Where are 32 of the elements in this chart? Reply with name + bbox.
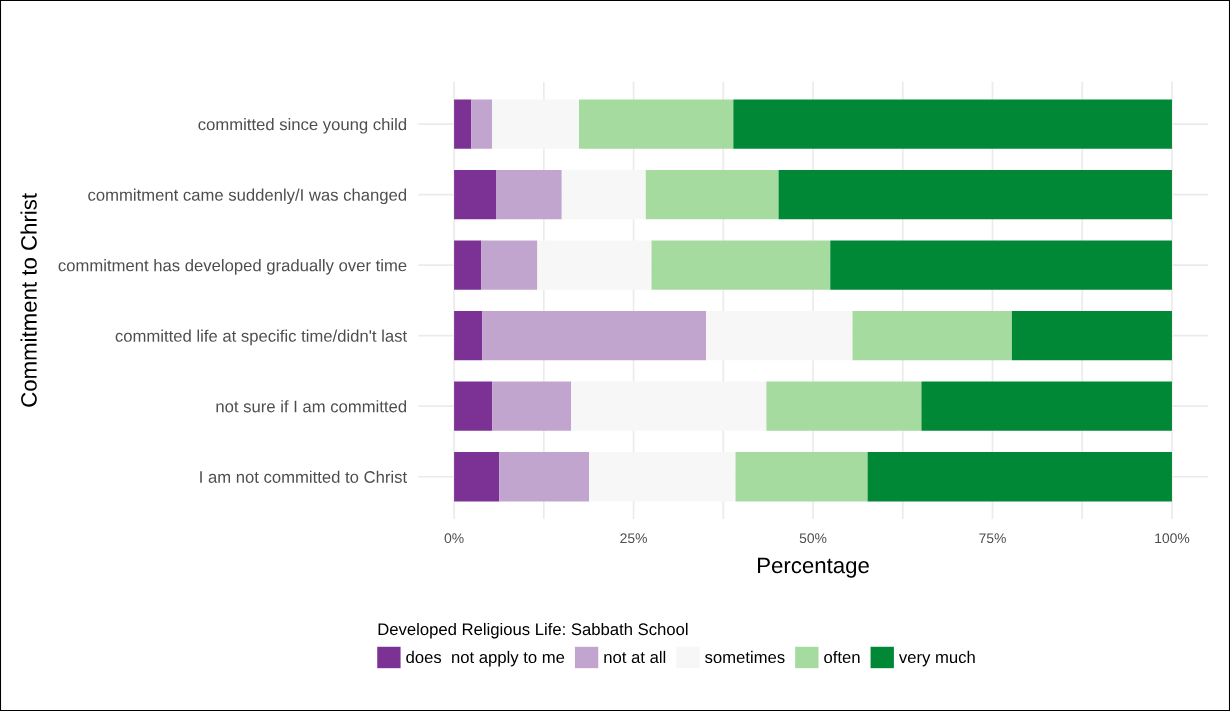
y-tick-label: committed since young child bbox=[198, 118, 407, 134]
x-tick-label: 25% bbox=[620, 533, 647, 544]
legend-label: often bbox=[824, 650, 860, 664]
bar bbox=[454, 240, 482, 290]
bar bbox=[454, 310, 483, 361]
legend-label: does not apply to me bbox=[406, 650, 565, 667]
y-tick-label: not sure if I am committed bbox=[216, 400, 407, 413]
legend-label: sometimes bbox=[705, 650, 785, 664]
y-tick-label: committed life at specific time/didn't last bbox=[115, 329, 407, 346]
x-axis-title: Percentage bbox=[758, 557, 869, 578]
bar bbox=[454, 169, 497, 220]
x-tick-label: 75% bbox=[979, 533, 1006, 544]
y-tick-label: I am not committed to Christ bbox=[200, 470, 407, 483]
bar bbox=[454, 99, 472, 149]
bar bbox=[1011, 310, 1172, 361]
x-tick-label: 50% bbox=[799, 533, 827, 544]
legend-label: very much bbox=[898, 650, 975, 667]
legend-label: not at all bbox=[604, 650, 666, 664]
legend-title: Developed Religious Life: Sabbath School bbox=[378, 622, 688, 639]
bar bbox=[830, 240, 1172, 290]
bar bbox=[867, 452, 1172, 502]
x-tick-label: 100% bbox=[1155, 533, 1190, 544]
y-tick-label: commitment came suddenly/I was changed bbox=[88, 188, 407, 205]
y-tick-label: commitment has developed gradually over time bbox=[58, 259, 407, 275]
bar bbox=[454, 452, 500, 502]
x-tick-label: 0% bbox=[444, 533, 464, 544]
bar bbox=[778, 169, 1172, 220]
bar bbox=[733, 99, 1172, 149]
bar bbox=[921, 381, 1172, 431]
bar bbox=[471, 99, 493, 149]
bar bbox=[454, 381, 493, 431]
y-axis-title: Commitment to Christ bbox=[20, 193, 37, 407]
